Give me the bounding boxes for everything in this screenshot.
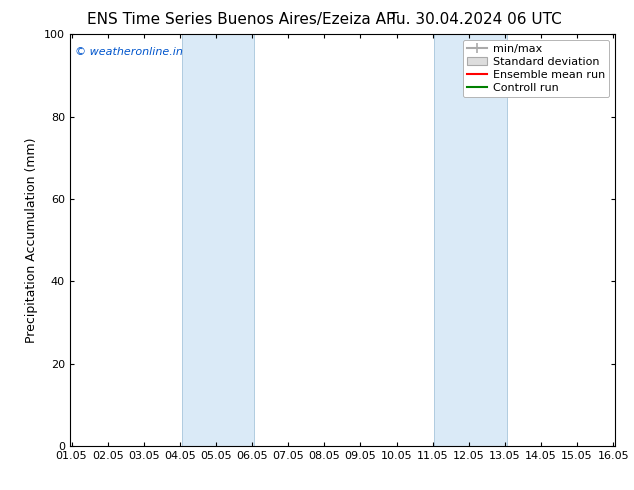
Legend: min/max, Standard deviation, Ensemble mean run, Controll run: min/max, Standard deviation, Ensemble me… <box>463 40 609 97</box>
Text: ENS Time Series Buenos Aires/Ezeiza AP: ENS Time Series Buenos Aires/Ezeiza AP <box>87 12 395 27</box>
Bar <box>182 34 254 446</box>
Text: Tu. 30.04.2024 06 UTC: Tu. 30.04.2024 06 UTC <box>389 12 562 27</box>
Text: © weatheronline.in: © weatheronline.in <box>75 47 183 57</box>
Bar <box>434 34 507 446</box>
Y-axis label: Precipitation Accumulation (mm): Precipitation Accumulation (mm) <box>25 137 38 343</box>
